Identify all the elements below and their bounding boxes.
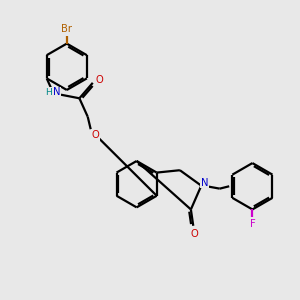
Text: O: O (190, 229, 198, 239)
Text: N: N (201, 178, 208, 188)
Text: N: N (53, 87, 60, 97)
Text: Br: Br (61, 24, 72, 34)
Text: F: F (250, 219, 255, 229)
Text: O: O (95, 76, 103, 85)
Text: H: H (45, 88, 52, 97)
Text: O: O (92, 130, 100, 140)
